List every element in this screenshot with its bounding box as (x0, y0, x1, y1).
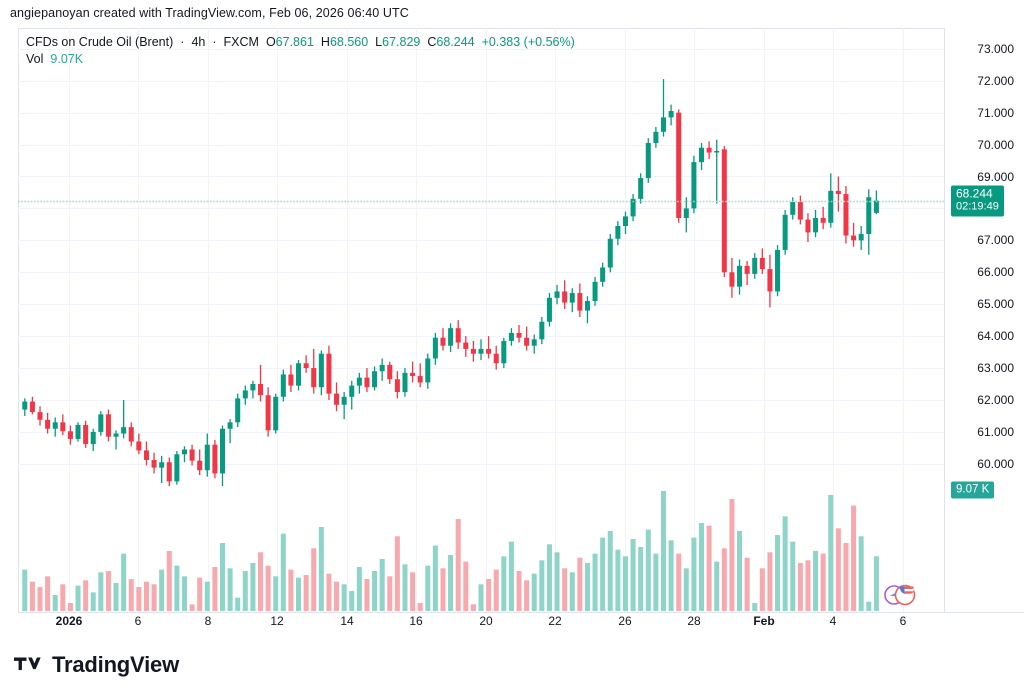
economic-event-markers[interactable] (18, 28, 944, 612)
volume-badge[interactable]: 9.07 K (951, 481, 995, 499)
price-axis-tick: 61.000 (977, 424, 1014, 439)
price-axis-tick: 60.000 (977, 456, 1014, 471)
time-axis-tick: 20 (479, 614, 493, 628)
price-axis-tick: 71.000 (977, 105, 1014, 120)
price-axis-tick: 69.000 (977, 169, 1014, 184)
chart-gridlines (18, 28, 944, 612)
chart-plot-area[interactable] (18, 28, 944, 612)
time-axis-tick: 16 (409, 614, 423, 628)
price-axis-tick: 73.000 (977, 41, 1014, 56)
current-price-badge[interactable]: 68.244 02:19:49 (951, 185, 1004, 217)
price-axis-tick: 62.000 (977, 393, 1014, 407)
bar-countdown: 02:19:49 (956, 200, 999, 213)
price-axis[interactable]: 73.000 72.000 71.000 70.000 69.000 67.000 66.0… (945, 28, 1024, 612)
time-axis-tick: 22 (548, 614, 562, 628)
chart-left-border (18, 28, 19, 612)
price-axis-tick: 66.000 (977, 265, 1014, 280)
time-axis-tick: 2026 (55, 614, 83, 628)
tradingview-logo-icon (14, 657, 41, 670)
attribution-text: angiepanoyan created with TradingView.co… (10, 6, 409, 20)
time-axis-tick: 12 (270, 614, 284, 628)
time-axis-tick: 14 (340, 614, 354, 628)
price-axis-tick: 65.000 (977, 297, 1014, 312)
chart-bottom-border (18, 612, 1024, 613)
chart-frame: CFDs on Crude Oil (Brent) · 4h · FXCM O67.861… (0, 28, 1024, 632)
time-axis-tick: 8 (204, 614, 212, 628)
candlestick-series (18, 79, 944, 611)
time-axis-tick: 26 (618, 614, 632, 628)
tradingview-logo-text: TradingView (52, 652, 179, 677)
price-axis-tick: 72.000 (977, 73, 1014, 88)
time-axis[interactable]: 2026 6 8 12 14 16 20 22 26 28 Feb 4 6 (18, 612, 944, 634)
time-axis-tick: Feb (753, 614, 775, 628)
current-price-value: 68.244 (956, 186, 993, 201)
time-axis-tick: 6 (134, 614, 142, 628)
chart-right-border (944, 28, 945, 612)
price-axis-tick: 67.000 (977, 233, 1014, 248)
time-axis-tick: 4 (829, 614, 837, 628)
tradingview-footer: TradingView (14, 652, 179, 678)
chart-top-border (18, 28, 944, 29)
price-axis-tick: 64.000 (977, 329, 1014, 344)
time-axis-tick: 28 (687, 614, 701, 628)
price-axis-tick: 63.000 (977, 361, 1014, 376)
price-axis-tick: 70.000 (977, 137, 1014, 152)
time-axis-tick: 6 (899, 614, 907, 628)
